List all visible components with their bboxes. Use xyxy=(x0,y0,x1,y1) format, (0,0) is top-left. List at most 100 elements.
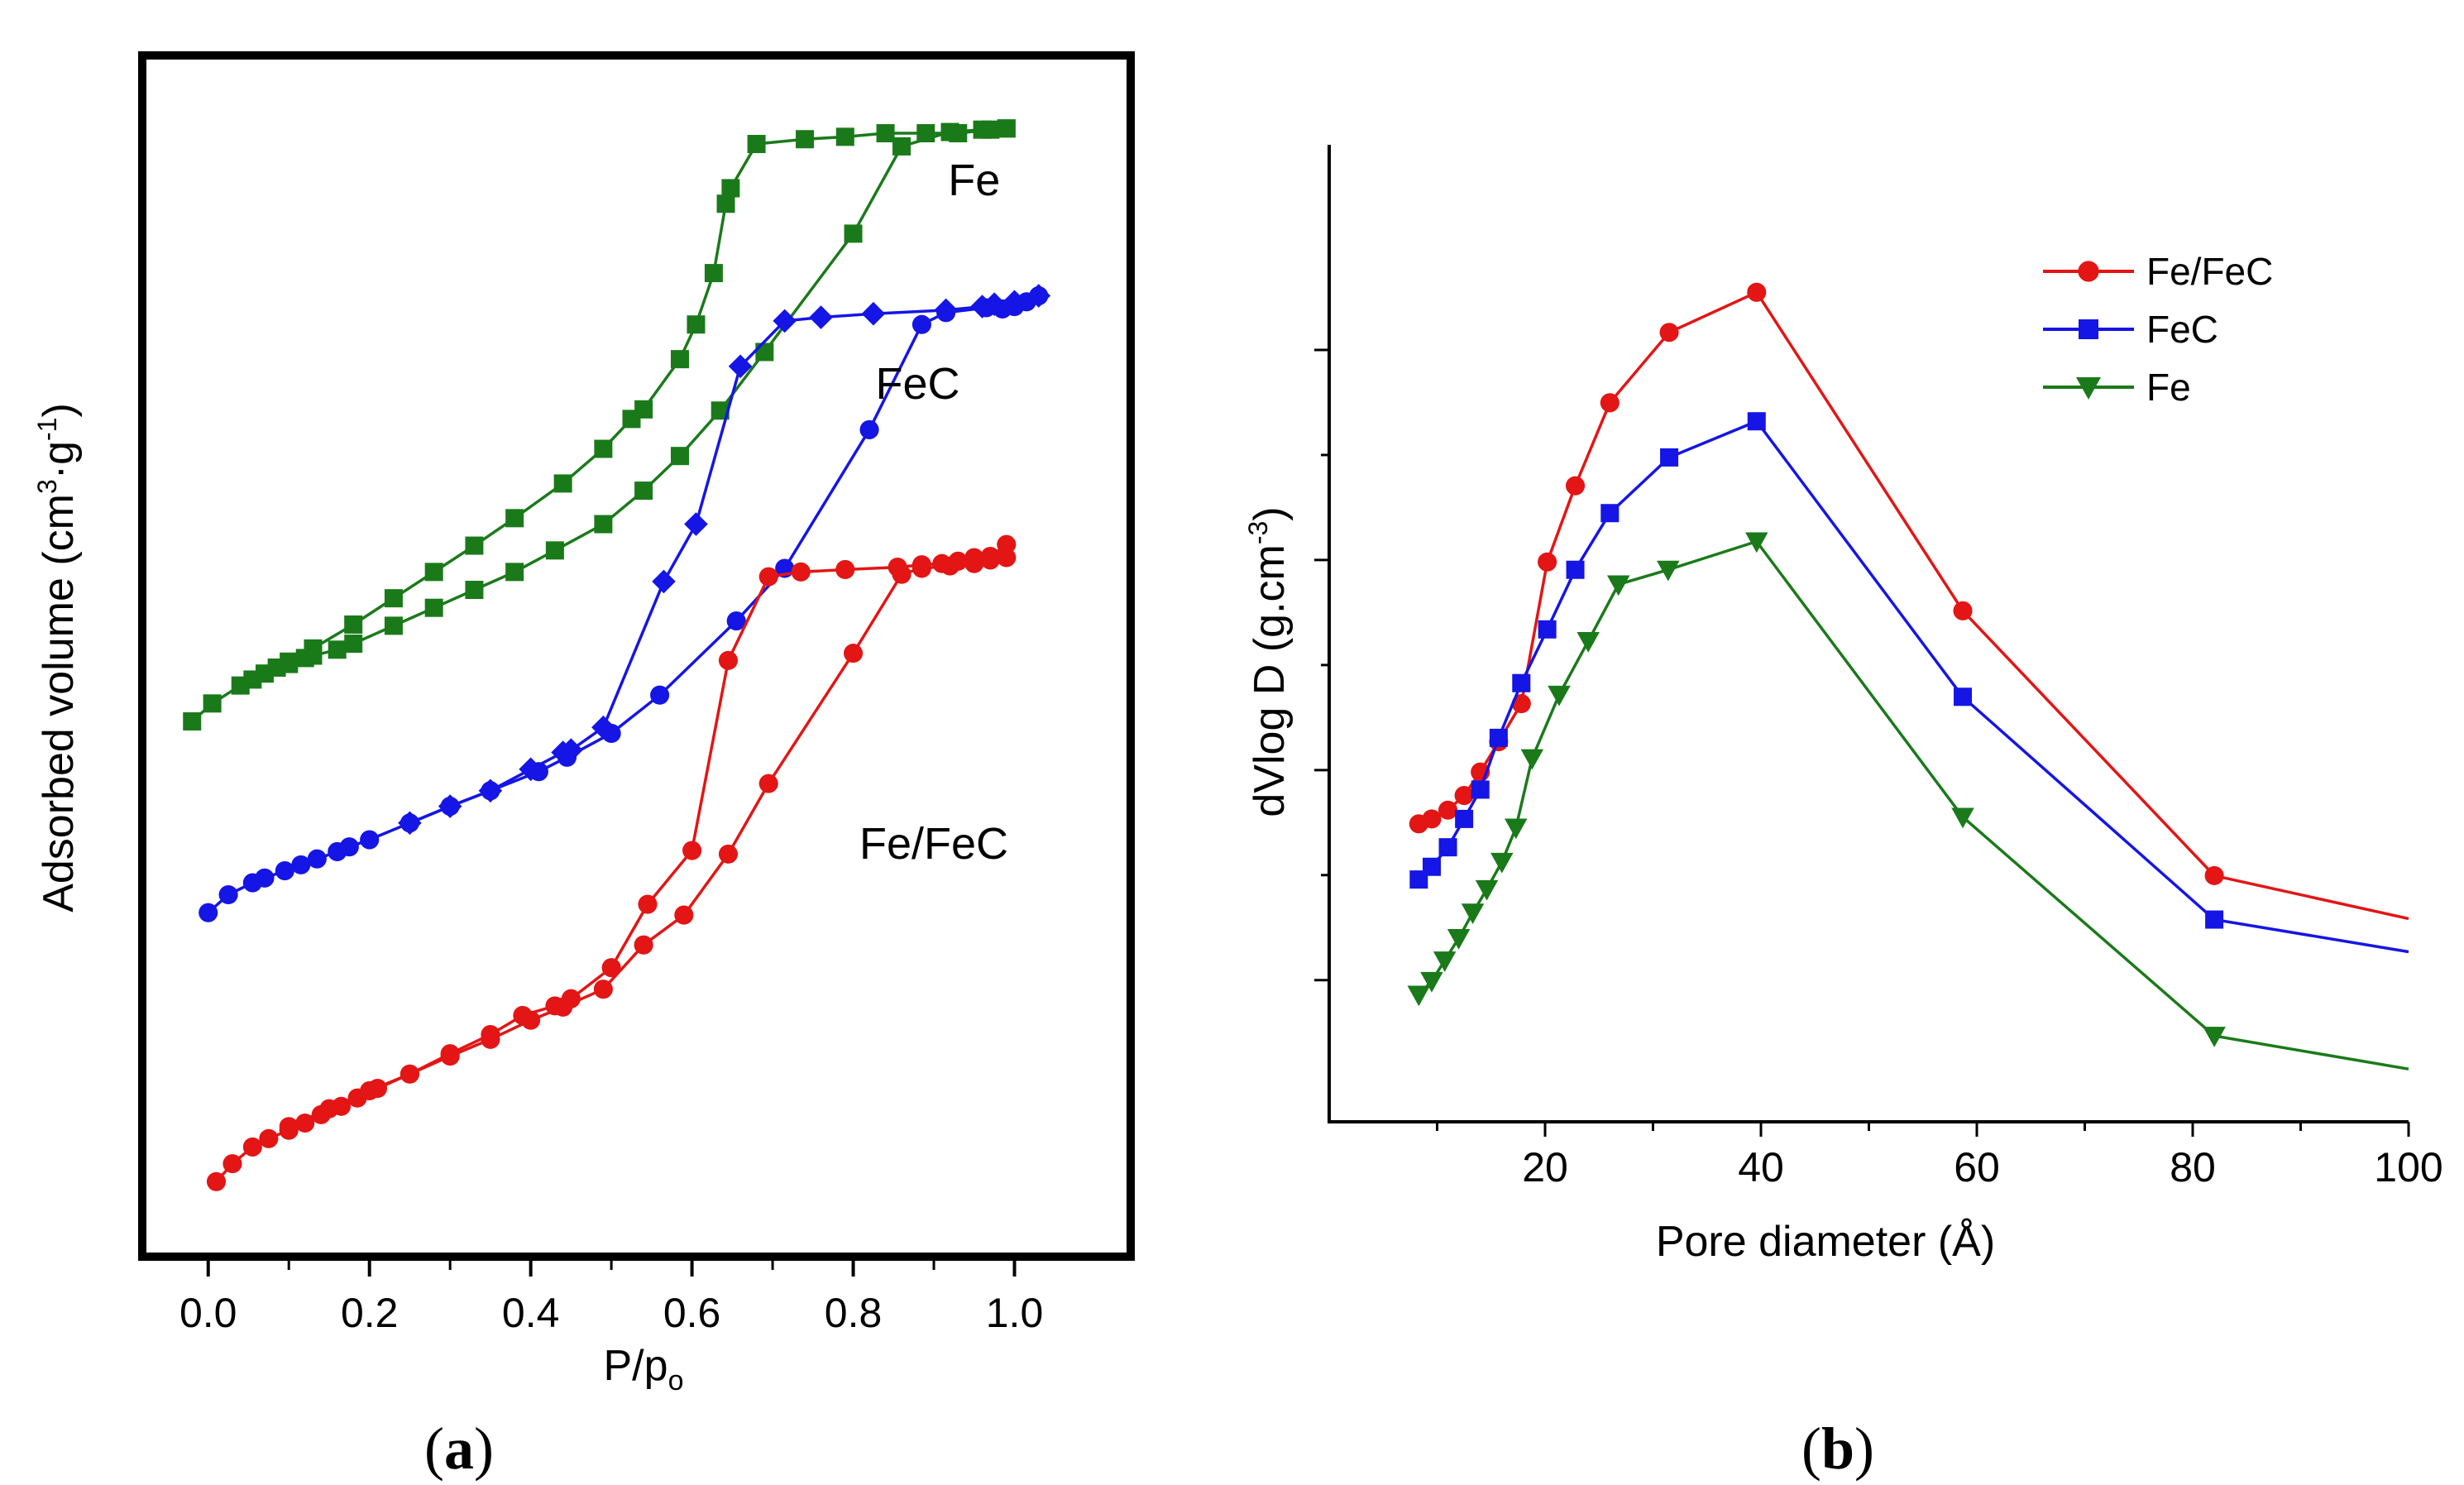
fec-adsorption-point xyxy=(275,861,294,881)
fe-desorption-point xyxy=(997,119,1016,138)
fe-point xyxy=(1745,532,1768,553)
panel-a-series-labels: Fe FeC Fe/FeC xyxy=(859,156,1008,869)
fec-adsorption-point xyxy=(291,855,311,874)
fe-adsorption-point xyxy=(634,481,653,501)
fe-point xyxy=(1490,852,1514,874)
fe-desorption-point xyxy=(465,536,484,555)
fe-desorption-point xyxy=(704,264,723,283)
series-label-fec: FeC xyxy=(876,359,960,409)
fe-fec-desorption-point xyxy=(440,1044,460,1064)
fe-adsorption-point xyxy=(755,343,774,362)
panel-a-y-axis-title: Adsorbed volume (cm3·g-1) xyxy=(32,403,83,913)
panel-a-x-ticks: 0.0 0.2 0.4 0.6 0.8 1.0 xyxy=(179,1261,1043,1336)
x-tick-label: 20 xyxy=(1522,1144,1568,1190)
panel-b-x-ticks: 20 40 60 80 100 xyxy=(1436,1122,2443,1190)
fe-fec-desorption-point xyxy=(948,551,968,571)
fec-desorption-point xyxy=(551,740,575,764)
legend-item-fec: FeC xyxy=(2043,308,2218,351)
fec-adsorption-point xyxy=(339,837,359,857)
fec-desorption-point xyxy=(970,295,994,319)
fec-desorption-point xyxy=(1026,284,1051,308)
panel-b-y-axis-title: dVlog D (g.cm-3) xyxy=(1243,506,1294,817)
fec-adsorption-point xyxy=(360,830,380,850)
fe-desorption-point xyxy=(687,315,706,334)
fec-adsorption-point xyxy=(650,685,670,705)
fec-desorption-point xyxy=(438,794,462,818)
fec-point xyxy=(1422,857,1441,876)
fe-fec-adsorption-point xyxy=(844,644,864,663)
fec-point xyxy=(1600,504,1620,523)
fec-desorption-point xyxy=(478,778,503,803)
fe-desorption-point xyxy=(594,439,613,458)
fe-adsorption-point xyxy=(844,224,863,243)
fec-point xyxy=(1538,620,1557,639)
panel-b-y-ticks xyxy=(1314,348,1329,982)
fe-desorption-point xyxy=(424,563,443,582)
series-label-fe: Fe xyxy=(948,156,1000,205)
panel-a: Fe FeC Fe/FeC 0.0 0.2 0.4 0.6 0.8 1.0 P/po Adso… xyxy=(32,51,1135,1482)
x-tick-label: 60 xyxy=(1954,1144,2000,1190)
fec-point xyxy=(1660,448,1679,467)
fec-point xyxy=(1455,809,1474,828)
fe-desorption-point xyxy=(622,410,641,429)
series-fe xyxy=(183,119,1016,731)
fe-fec-desorption-point xyxy=(360,1080,380,1101)
x-tick-label: 0.8 xyxy=(825,1290,883,1336)
fe-point xyxy=(1657,560,1680,582)
fe-adsorption-point xyxy=(892,137,911,156)
fec-point xyxy=(1438,838,1457,857)
fe-adsorption-point xyxy=(328,640,347,659)
fe-fec-desorption-point xyxy=(319,1099,339,1119)
fe-desorption-point xyxy=(835,127,854,146)
legend-swatch-marker xyxy=(2078,261,2099,282)
fec-point xyxy=(1489,728,1508,747)
fe-adsorption-point xyxy=(203,694,222,713)
fe-adsorption-point xyxy=(710,401,730,420)
fe-fec-desorption-point xyxy=(682,841,702,860)
fe-adsorption-point xyxy=(424,598,443,617)
fec-desorption-point xyxy=(684,512,708,536)
fe-fec-desorption-point xyxy=(545,996,565,1016)
fec-point xyxy=(1747,412,1766,431)
fe-point xyxy=(1407,985,1431,1007)
fe-fec-point xyxy=(1953,601,1973,620)
series-fec xyxy=(1409,412,2409,954)
fe-fec-point xyxy=(1511,693,1531,714)
fe-desorption-point xyxy=(747,135,766,154)
x-tick-label: 0.2 xyxy=(341,1290,399,1336)
fe-fec-desorption-point xyxy=(791,562,811,582)
fe-fec-desorption-point xyxy=(980,547,1000,567)
x-tick-label: 0.6 xyxy=(663,1290,721,1336)
x-tick-label: 40 xyxy=(1738,1144,1784,1190)
fec-point xyxy=(1566,560,1585,579)
fe-fec-adsorption-point xyxy=(758,774,778,793)
fec-desorption-point xyxy=(519,757,543,782)
fe-fec-point xyxy=(2204,865,2224,885)
fe-fec-desorption-point xyxy=(481,1025,500,1045)
fe-fec-adsorption-point xyxy=(634,935,653,955)
panel-b-x-axis-title: Pore diameter (Å) xyxy=(1656,1218,1995,1266)
fec-desorption-point xyxy=(398,811,422,836)
fec-desorption-point xyxy=(1002,290,1026,314)
fe-fec-point xyxy=(1659,323,1679,343)
series-fec xyxy=(199,284,1051,922)
fe-fec-adsorption-point xyxy=(206,1171,227,1191)
fe-fec-desorption-point xyxy=(964,548,984,568)
fe-desorption-point xyxy=(670,350,689,369)
fe-point xyxy=(1606,575,1630,596)
fec-adsorption-point xyxy=(255,868,275,888)
series-fe-fec xyxy=(206,534,1017,1191)
fe-point xyxy=(1520,749,1544,770)
fe-fec-desorption-point xyxy=(911,555,931,575)
fec-adsorption-point xyxy=(307,849,327,869)
fe-adsorption-point xyxy=(505,563,524,582)
fe-fec-point xyxy=(1538,552,1557,572)
fe-fec-desorption-point xyxy=(400,1064,419,1084)
panel-a-label: (a) xyxy=(424,1416,494,1482)
fe-fec-desorption-point xyxy=(932,553,952,573)
fe-fec-desorption-point xyxy=(638,894,658,914)
fe-adsorption-point xyxy=(183,711,202,731)
fe-desorption-point xyxy=(304,639,323,658)
fec-desorption-point xyxy=(591,715,615,740)
series-fe xyxy=(1407,532,2409,1071)
